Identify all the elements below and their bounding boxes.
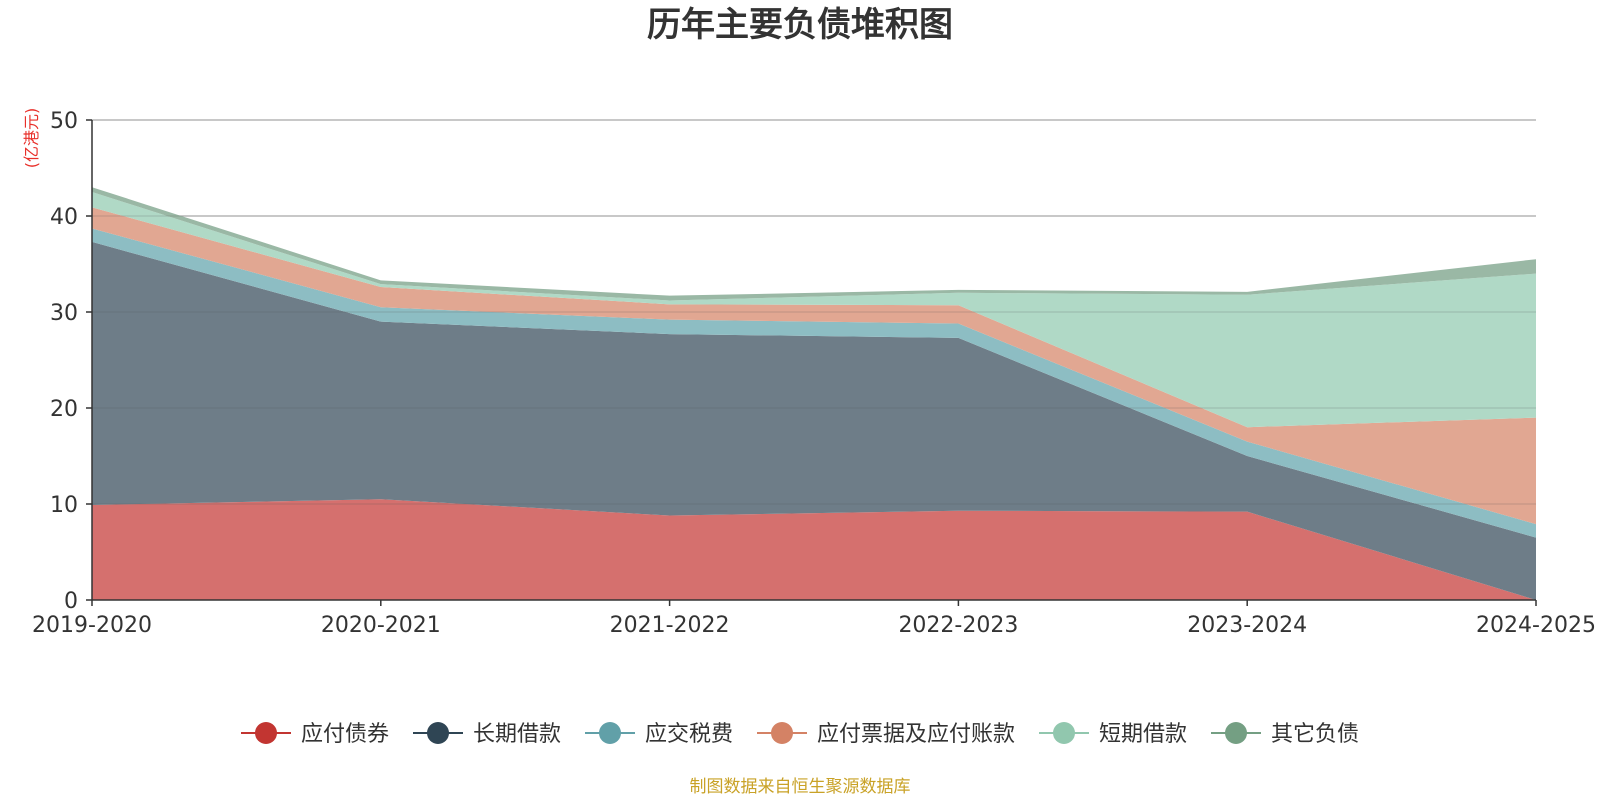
- x-tick-label: 2024-2025: [1476, 613, 1596, 638]
- legend-item-6[interactable]: 其它负债: [1211, 722, 1359, 747]
- legend-marker: [771, 722, 793, 744]
- y-tick-label: 0: [64, 589, 78, 614]
- x-tick-label: 2023-2024: [1187, 613, 1307, 638]
- legend: 应付债券 长期借款 应交税费 应付票据及应付账款 短期借款 其它负债: [241, 722, 1359, 747]
- area-series-2: [92, 241, 1536, 601]
- y-tick-label: 10: [50, 493, 78, 518]
- legend-label: 应付票据及应付账款: [817, 722, 1015, 747]
- legend-label: 应付债券: [301, 722, 389, 747]
- legend-item-3[interactable]: 应交税费: [585, 722, 733, 747]
- x-tick-label: 2021-2022: [610, 613, 730, 638]
- axes: 0 10 20 30 40 50 2019-2020 2020-2021 2021-2022 20…: [32, 109, 1596, 638]
- x-tick-label: 2020-2021: [321, 613, 441, 638]
- legend-item-4[interactable]: 应付票据及应付账款: [757, 722, 1015, 747]
- legend-item-1[interactable]: 应付债券: [241, 722, 389, 747]
- area-series: [92, 187, 1536, 601]
- legend-marker: [255, 722, 277, 744]
- legend-item-5[interactable]: 短期借款: [1039, 722, 1187, 747]
- legend-marker: [1053, 722, 1075, 744]
- x-tick-label: 2022-2023: [898, 613, 1018, 638]
- y-tick-label: 20: [50, 397, 78, 422]
- legend-item-2[interactable]: 长期借款: [413, 722, 561, 747]
- legend-marker: [1225, 722, 1247, 744]
- legend-label: 应交税费: [645, 722, 733, 747]
- x-tick-label: 2019-2020: [32, 613, 152, 638]
- y-tick-label: 50: [50, 109, 78, 134]
- y-tick-label: 30: [50, 301, 78, 326]
- area-series-1: [92, 499, 1536, 600]
- legend-marker: [427, 722, 449, 744]
- chart-title: 历年主要负债堆积图: [647, 5, 953, 45]
- data-source-note: 制图数据来自恒生聚源数据库: [690, 777, 911, 797]
- legend-marker: [599, 722, 621, 744]
- legend-label: 其它负债: [1271, 722, 1359, 747]
- y-tick-label: 40: [50, 205, 78, 230]
- legend-label: 短期借款: [1099, 722, 1187, 747]
- legend-label: 长期借款: [473, 722, 561, 747]
- area-series-5: [92, 192, 1536, 428]
- y-axis-unit-label: (亿港元): [22, 108, 41, 169]
